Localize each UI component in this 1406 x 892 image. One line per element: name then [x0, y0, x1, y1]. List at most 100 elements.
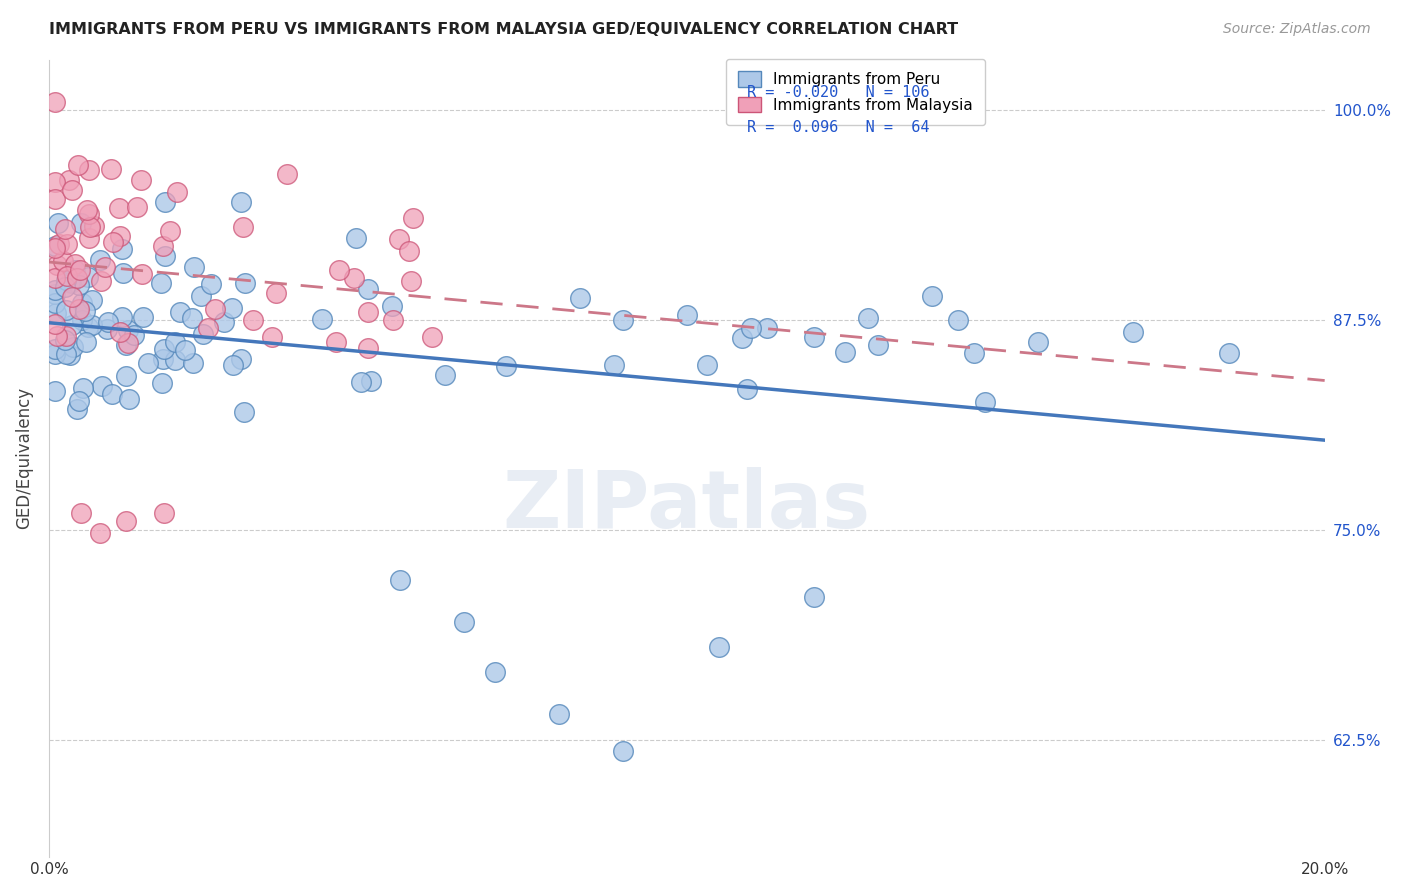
Point — [46, 329, 69, 343]
Point — [44, 283, 66, 297]
Point — [97, 315, 120, 329]
Point — [124, 328, 146, 343]
Point — [803, 590, 825, 604]
Point — [83, 219, 105, 233]
Point — [382, 313, 405, 327]
Point — [132, 310, 155, 324]
Point — [434, 368, 457, 383]
Point — [44, 317, 66, 331]
Point — [77, 162, 100, 177]
Point — [100, 161, 122, 176]
Point — [77, 320, 100, 334]
Point — [55, 347, 77, 361]
Point — [72, 381, 94, 395]
Point — [856, 311, 879, 326]
Point — [495, 359, 517, 373]
Point — [48, 237, 70, 252]
Text: Source: ZipAtlas.com: Source: ZipAtlas.com — [1223, 22, 1371, 37]
Point — [60, 318, 83, 332]
Point — [56, 269, 79, 284]
Point — [118, 392, 141, 407]
Point — [453, 615, 475, 629]
Point — [76, 202, 98, 217]
Point — [55, 273, 77, 287]
Point — [180, 310, 202, 325]
Point — [44, 296, 66, 310]
Point — [115, 338, 138, 352]
Point — [108, 325, 131, 339]
Point — [46, 216, 69, 230]
Point — [70, 506, 93, 520]
Point — [101, 235, 124, 249]
Point — [169, 305, 191, 319]
Point — [707, 640, 730, 655]
Point — [44, 175, 66, 189]
Point — [127, 200, 149, 214]
Point — [357, 342, 380, 356]
Point — [45, 306, 67, 320]
Point — [60, 276, 83, 290]
Point — [66, 158, 89, 172]
Point — [675, 308, 697, 322]
Point — [53, 222, 76, 236]
Point — [44, 287, 66, 301]
Point — [311, 312, 333, 326]
Point — [70, 295, 93, 310]
Point — [63, 263, 86, 277]
Point — [44, 241, 66, 255]
Point — [79, 220, 101, 235]
Point — [152, 342, 174, 356]
Point — [117, 322, 139, 336]
Point — [612, 744, 634, 758]
Point — [232, 219, 254, 234]
Point — [402, 211, 425, 225]
Point — [77, 230, 100, 244]
Point — [44, 192, 66, 206]
Point — [152, 238, 174, 252]
Text: R = -0.020   N = 106: R = -0.020 N = 106 — [747, 85, 929, 100]
Point — [357, 281, 380, 295]
Point — [357, 305, 380, 319]
Text: IMMIGRANTS FROM PERU VS IMMIGRANTS FROM MALAYSIA GED/EQUIVALENCY CORRELATION CHA: IMMIGRANTS FROM PERU VS IMMIGRANTS FROM … — [49, 22, 959, 37]
Legend: Immigrants from Peru, Immigrants from Malaysia: Immigrants from Peru, Immigrants from Ma… — [725, 59, 986, 125]
Point — [115, 369, 138, 384]
Point — [152, 506, 174, 520]
Point — [343, 270, 366, 285]
Point — [70, 312, 93, 326]
Point — [111, 266, 134, 280]
Y-axis label: GED/Equivalency: GED/Equivalency — [15, 387, 32, 530]
Point — [44, 346, 66, 360]
Point — [696, 358, 718, 372]
Point — [166, 186, 188, 200]
Point — [1218, 346, 1240, 360]
Point — [381, 299, 404, 313]
Point — [276, 168, 298, 182]
Point — [44, 384, 66, 399]
Point — [100, 387, 122, 401]
Point — [111, 242, 134, 256]
Point — [76, 270, 98, 285]
Point — [388, 232, 411, 246]
Point — [756, 321, 779, 335]
Point — [921, 289, 943, 303]
Point — [974, 394, 997, 409]
Point — [45, 259, 67, 273]
Point — [183, 356, 205, 370]
Point — [70, 217, 93, 231]
Point — [834, 345, 856, 359]
Point — [183, 260, 205, 275]
Point — [67, 394, 90, 409]
Point — [612, 313, 634, 327]
Point — [399, 274, 422, 288]
Point — [67, 301, 90, 316]
Point — [44, 95, 66, 109]
Point — [90, 379, 112, 393]
Point — [963, 346, 986, 360]
Point — [73, 304, 96, 318]
Point — [165, 353, 187, 368]
Point — [93, 260, 115, 274]
Point — [59, 348, 82, 362]
Point — [59, 275, 82, 289]
Point — [53, 280, 76, 294]
Point — [138, 356, 160, 370]
